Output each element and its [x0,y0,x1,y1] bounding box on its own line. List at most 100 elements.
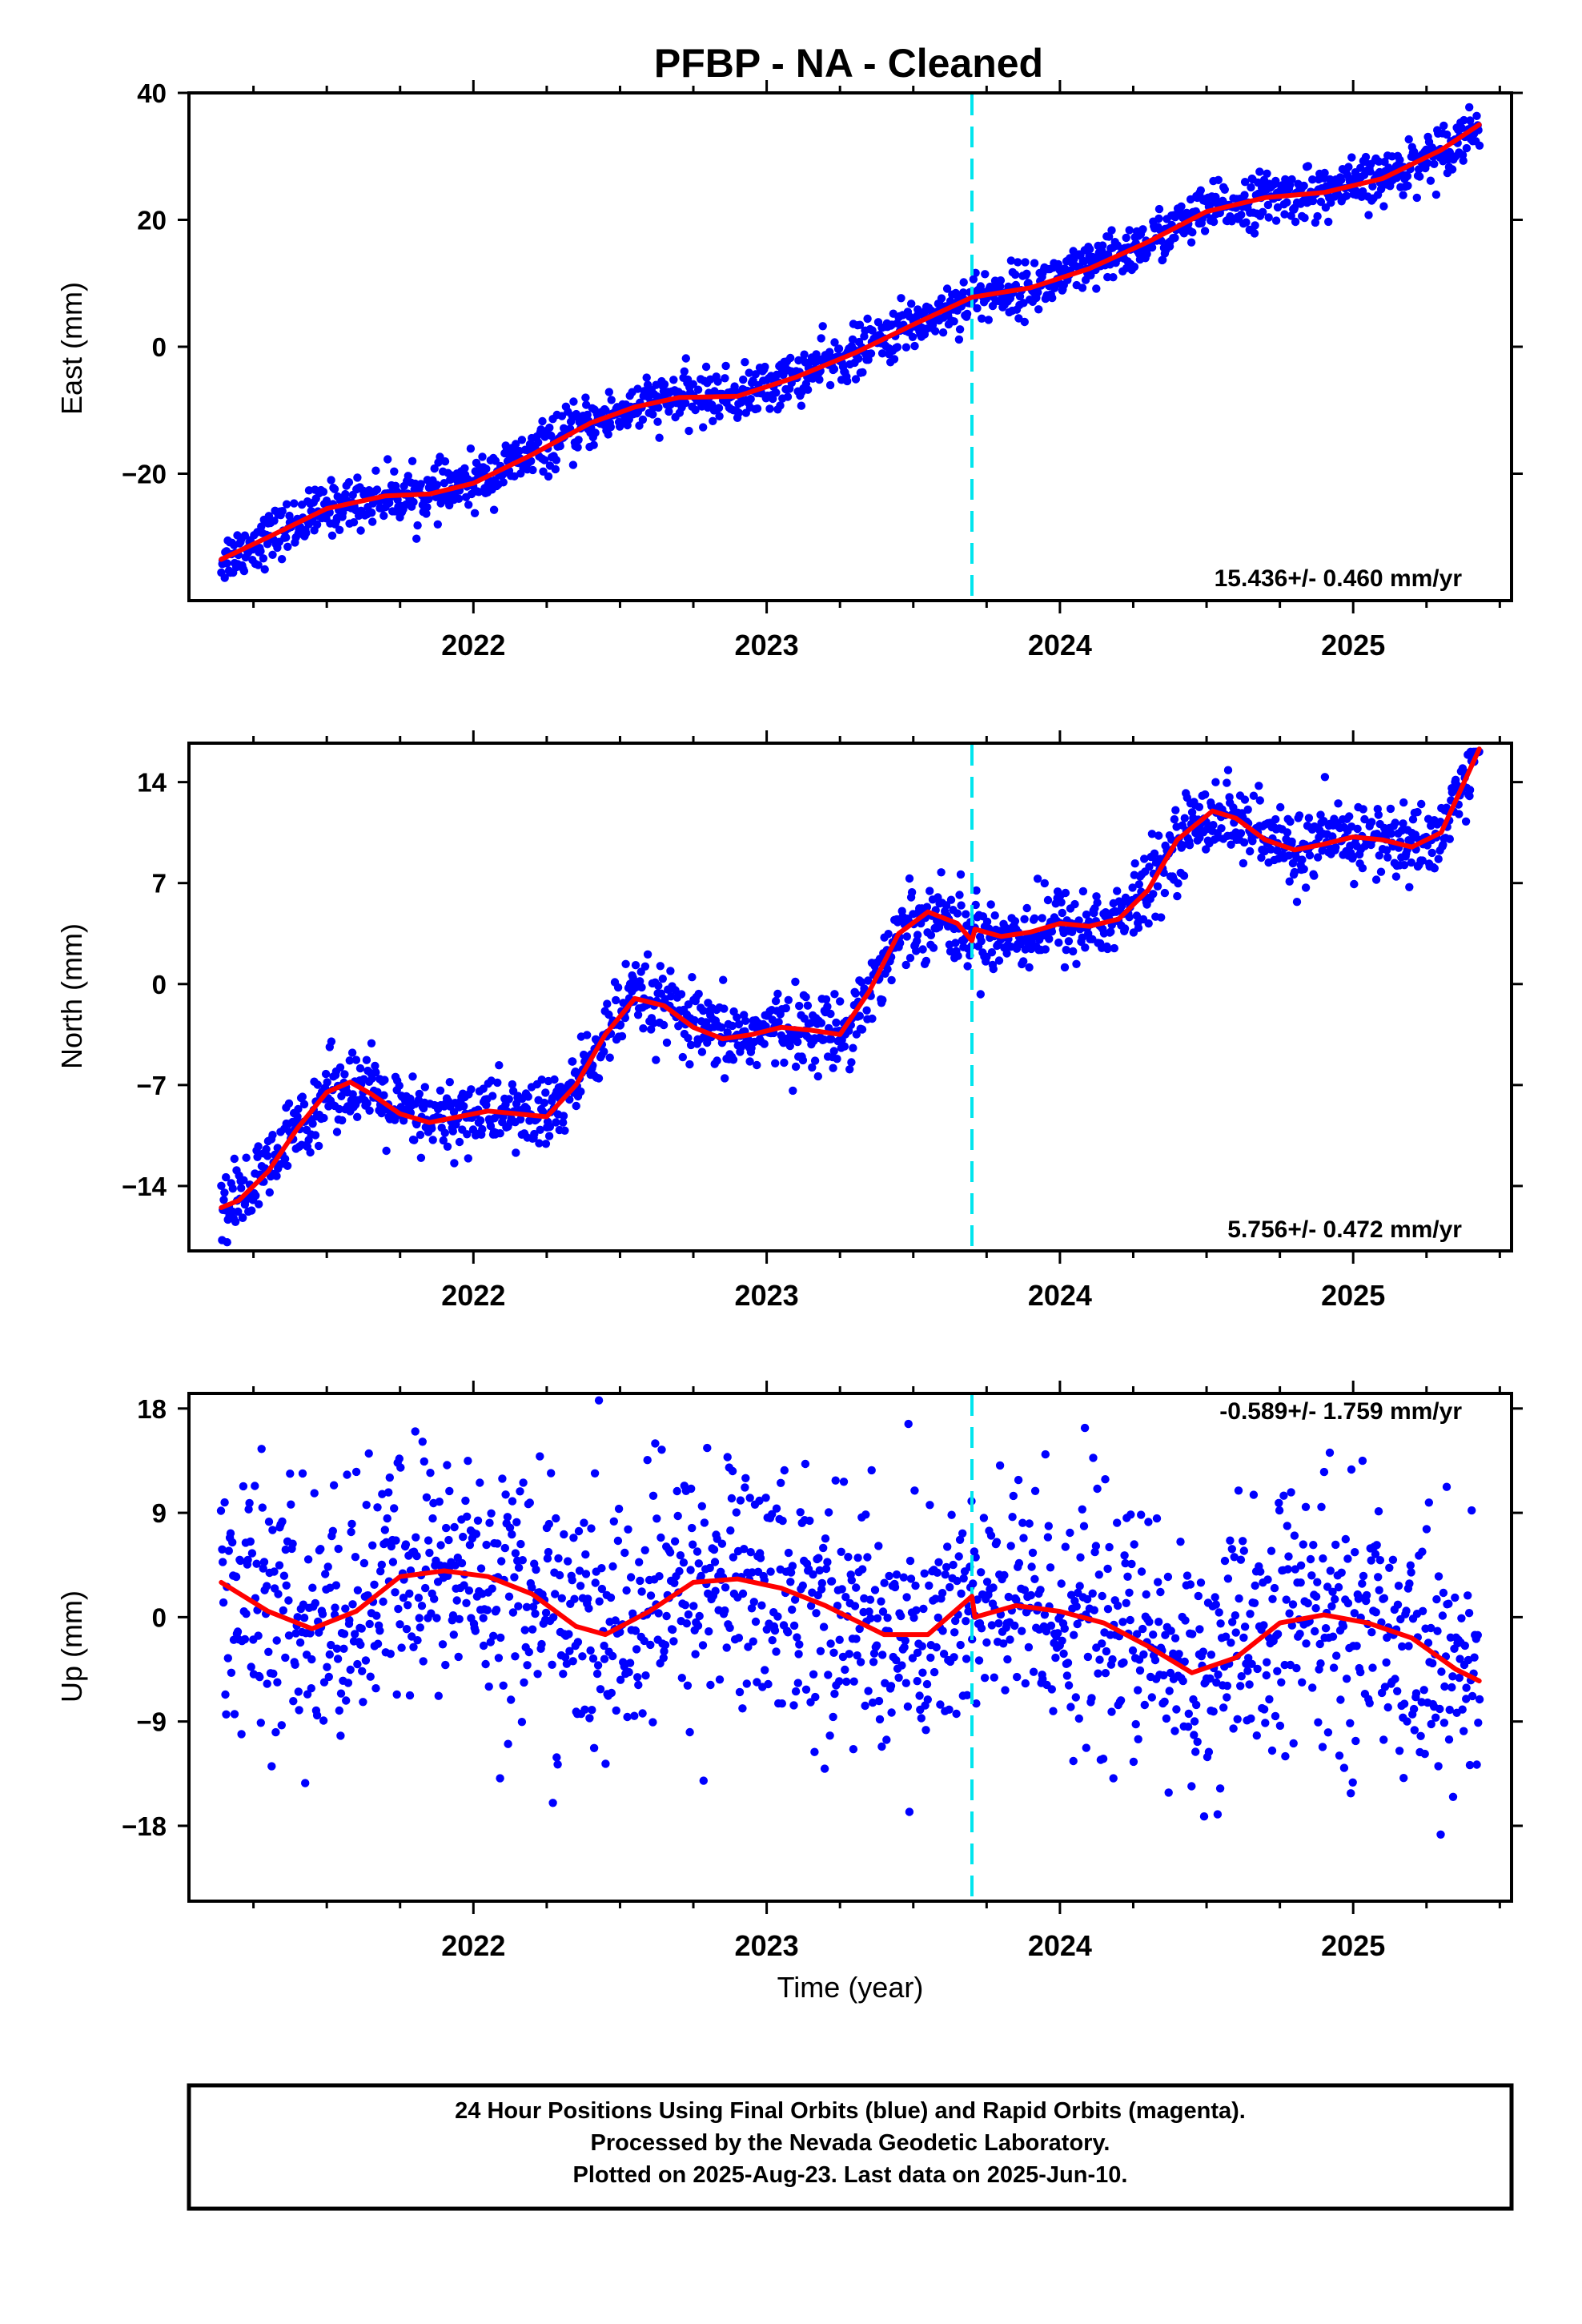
data-point [540,1098,549,1108]
data-point [689,380,697,388]
data-point [908,332,917,341]
data-point [1071,1693,1081,1702]
data-point [1291,217,1300,227]
data-point [872,1641,881,1650]
data-point [1299,181,1308,191]
data-point [517,436,527,444]
data-point [337,1092,346,1101]
data-point [1126,1615,1134,1625]
data-point [1430,159,1439,168]
data-point [1249,1490,1259,1499]
data-point [528,1602,538,1611]
data-point [946,895,956,904]
data-point [901,343,911,352]
data-point [251,1482,259,1490]
data-point [307,1684,315,1693]
data-point [580,1705,589,1714]
data-point [854,354,863,363]
data-point [953,909,962,918]
data-point [694,989,703,999]
data-point [735,1687,745,1697]
data-point [612,1706,620,1715]
data-point [1157,913,1166,922]
data-point [1242,218,1251,227]
data-point [512,440,520,448]
data-point [1249,791,1259,800]
data-point [1229,1724,1238,1733]
data-point [335,1706,343,1715]
data-point [1131,1719,1140,1729]
data-point [527,456,536,465]
data-point [897,1661,906,1670]
data-point [1240,178,1250,187]
data-point [383,455,392,464]
data-point [901,960,910,970]
data-point [605,1053,614,1062]
data-point [342,1696,351,1705]
data-point [1128,883,1137,892]
data-point [345,1615,354,1625]
data-point [237,1730,246,1739]
data-point [472,1530,481,1538]
data-point [362,1055,371,1064]
data-point [288,1539,297,1548]
data-point [401,1540,411,1549]
data-point [440,1128,449,1137]
data-point [385,1473,394,1482]
data-point [878,1651,887,1659]
data-point [507,1695,516,1704]
data-point [1047,1685,1057,1694]
data-point [1215,1784,1225,1793]
data-point [814,1554,823,1562]
data-point [633,1673,642,1682]
data-point [220,1188,229,1197]
data-point [843,376,852,386]
data-point [720,1004,729,1013]
data-point [1184,1709,1194,1719]
data-point [474,488,484,497]
data-point [861,1701,869,1711]
data-point [1105,1542,1114,1552]
data-point [950,1628,959,1637]
data-point [950,1653,958,1662]
data-point [1461,817,1471,826]
data-point [797,401,806,410]
data-point [1127,1559,1136,1569]
data-point [1018,1626,1026,1635]
data-point [1126,1510,1135,1519]
data-point [575,1566,584,1575]
data-point [855,1011,865,1020]
data-point [606,1593,616,1602]
x-tick-label: 2023 [735,629,799,661]
data-point [613,1536,623,1546]
data-point [1002,949,1011,958]
data-point [1006,256,1016,265]
data-point [701,362,711,372]
data-point [1347,153,1356,162]
data-point [254,1142,263,1151]
data-point [1290,1531,1299,1540]
data-point [829,1712,837,1722]
data-point [402,1625,412,1634]
data-point [926,931,936,940]
data-point [237,1184,246,1192]
data-point [736,1496,745,1505]
data-point [972,886,981,895]
data-point [742,1679,751,1688]
data-point [1426,176,1435,185]
data-point [247,1663,255,1671]
data-point [929,943,938,952]
data-point [243,1555,252,1565]
data-point [733,1013,741,1022]
data-point [410,1136,419,1144]
data-point [1200,227,1210,235]
data-point [986,900,995,909]
data-point [404,1601,412,1610]
data-point [793,1679,802,1687]
data-point [343,1470,351,1479]
data-point [826,1639,835,1648]
data-point [556,441,564,451]
data-point [367,1039,376,1048]
data-point [552,1514,560,1523]
data-point [339,1630,349,1638]
